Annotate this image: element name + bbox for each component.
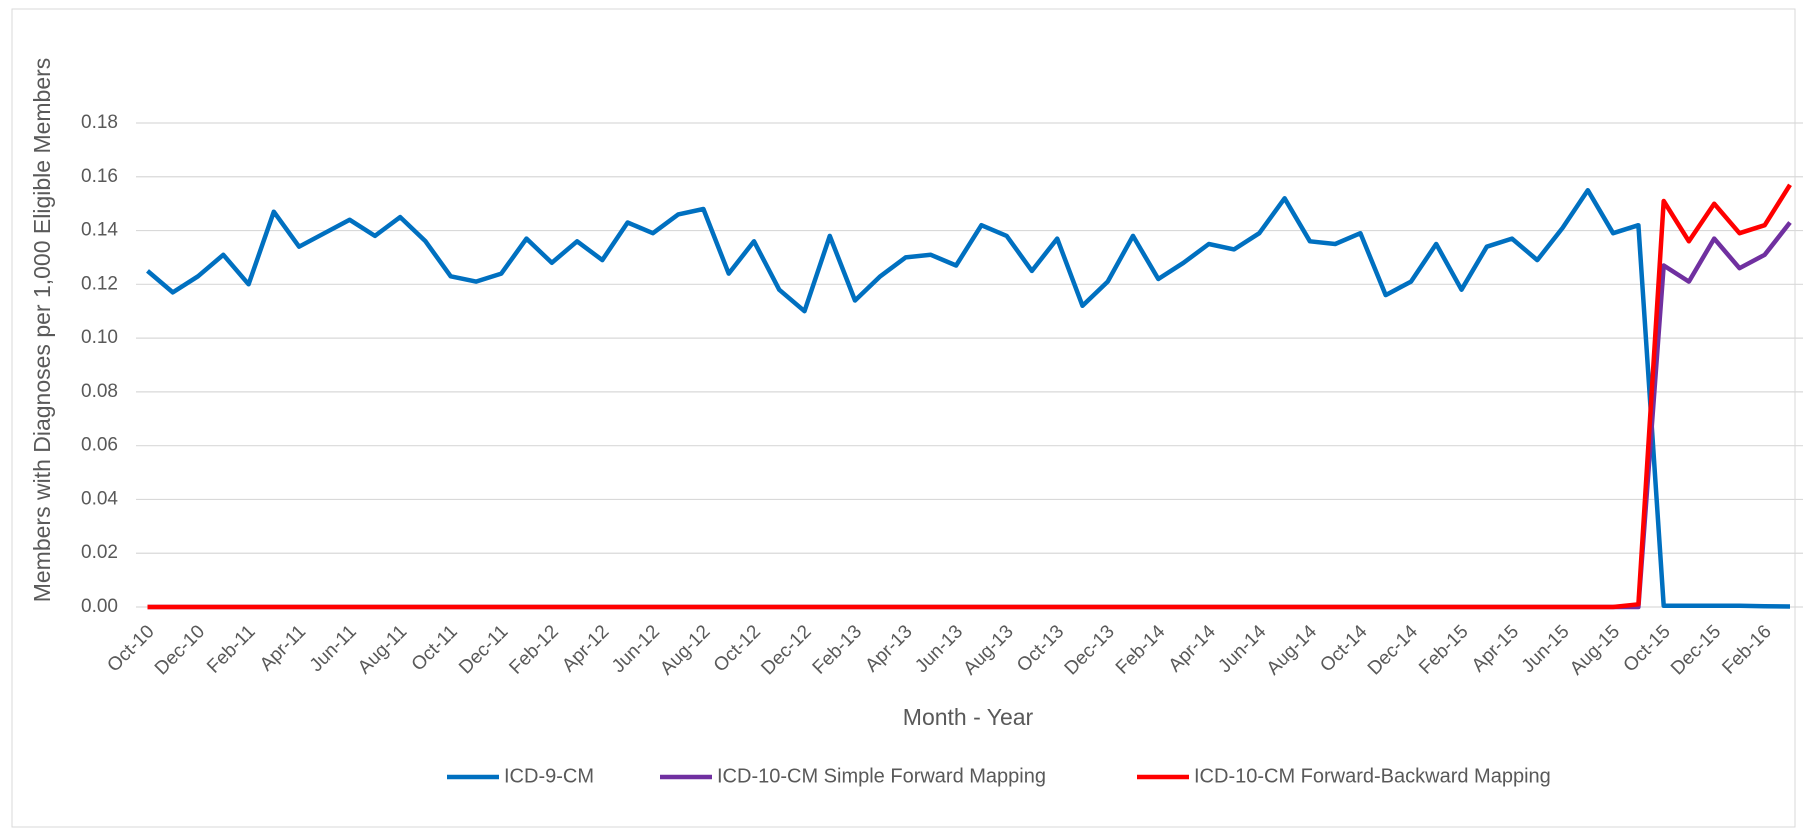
x-tick-label: Jun-14 <box>1214 621 1270 677</box>
x-tick-label: Feb-16 <box>1718 621 1775 678</box>
x-tick-label: Aug-12 <box>656 621 714 679</box>
series-line <box>147 221 1792 610</box>
x-tick-label: Dec-13 <box>1061 621 1119 679</box>
x-tick-label: Aug-14 <box>1263 621 1321 679</box>
x-tick-label: Dec-10 <box>151 621 209 679</box>
x-tick-label: Oct-15 <box>1620 621 1675 676</box>
x-tick-label: Apr-11 <box>256 621 310 675</box>
x-axis-title: Month - Year <box>903 704 1034 730</box>
x-tick-label: Feb-12 <box>505 621 562 678</box>
x-tick-label: Dec-15 <box>1667 621 1725 679</box>
x-tick-label: Aug-11 <box>354 621 411 678</box>
y-tick-label: 0.00 <box>81 596 118 617</box>
x-tick-label: Apr-13 <box>861 621 916 676</box>
x-tick-label: Jun-15 <box>1518 621 1574 677</box>
y-axis-title: Members with Diagnoses per 1,000 Eligibl… <box>29 58 55 603</box>
x-tick-label: Dec-14 <box>1364 621 1422 679</box>
y-tick-label: 0.02 <box>81 542 118 563</box>
x-tick-label: Feb-13 <box>809 621 866 678</box>
x-tick-label: Dec-12 <box>757 621 815 679</box>
y-tick-label: 0.12 <box>81 273 118 294</box>
x-tick-label: Jun-11 <box>306 621 361 676</box>
x-tick-label: Oct-13 <box>1013 621 1068 676</box>
y-tick-label: 0.18 <box>81 112 118 133</box>
x-tick-label: Aug-13 <box>960 621 1018 679</box>
x-tick-label: Oct-12 <box>710 621 765 676</box>
legend-label: ICD-10-CM Forward-Backward Mapping <box>1194 765 1551 787</box>
x-tick-label: Jun-12 <box>608 621 664 677</box>
y-tick-label: 0.04 <box>81 488 118 509</box>
x-tick-label: Feb-14 <box>1112 621 1170 679</box>
y-tick-label: 0.14 <box>81 220 118 241</box>
x-tick-label: Apr-15 <box>1468 621 1523 676</box>
y-tick-label: 0.10 <box>81 327 118 348</box>
x-tick-label: Aug-15 <box>1566 621 1624 679</box>
x-tick-label: Jun-13 <box>911 621 967 677</box>
series-line <box>146 187 1791 609</box>
y-tick-label: 0.08 <box>81 381 118 402</box>
legend-label: ICD-10-CM Simple Forward Mapping <box>717 765 1046 787</box>
y-tick-label: 0.06 <box>81 435 118 456</box>
x-tick-label: Oct-11 <box>408 621 462 675</box>
x-tick-label: Oct-14 <box>1316 621 1371 676</box>
chart-border <box>11 8 1796 828</box>
x-tick-label: Oct-10 <box>103 621 158 676</box>
x-tick-label: Feb-11 <box>203 621 259 677</box>
x-tick-label: Dec-11 <box>455 621 512 678</box>
y-tick-label: 0.16 <box>81 166 118 187</box>
x-tick-label: Apr-14 <box>1165 621 1220 676</box>
x-tick-label: Apr-12 <box>558 621 613 676</box>
legend-label: ICD-9-CM <box>504 765 594 787</box>
series-line <box>147 183 1792 610</box>
x-tick-label: Feb-15 <box>1415 621 1472 678</box>
